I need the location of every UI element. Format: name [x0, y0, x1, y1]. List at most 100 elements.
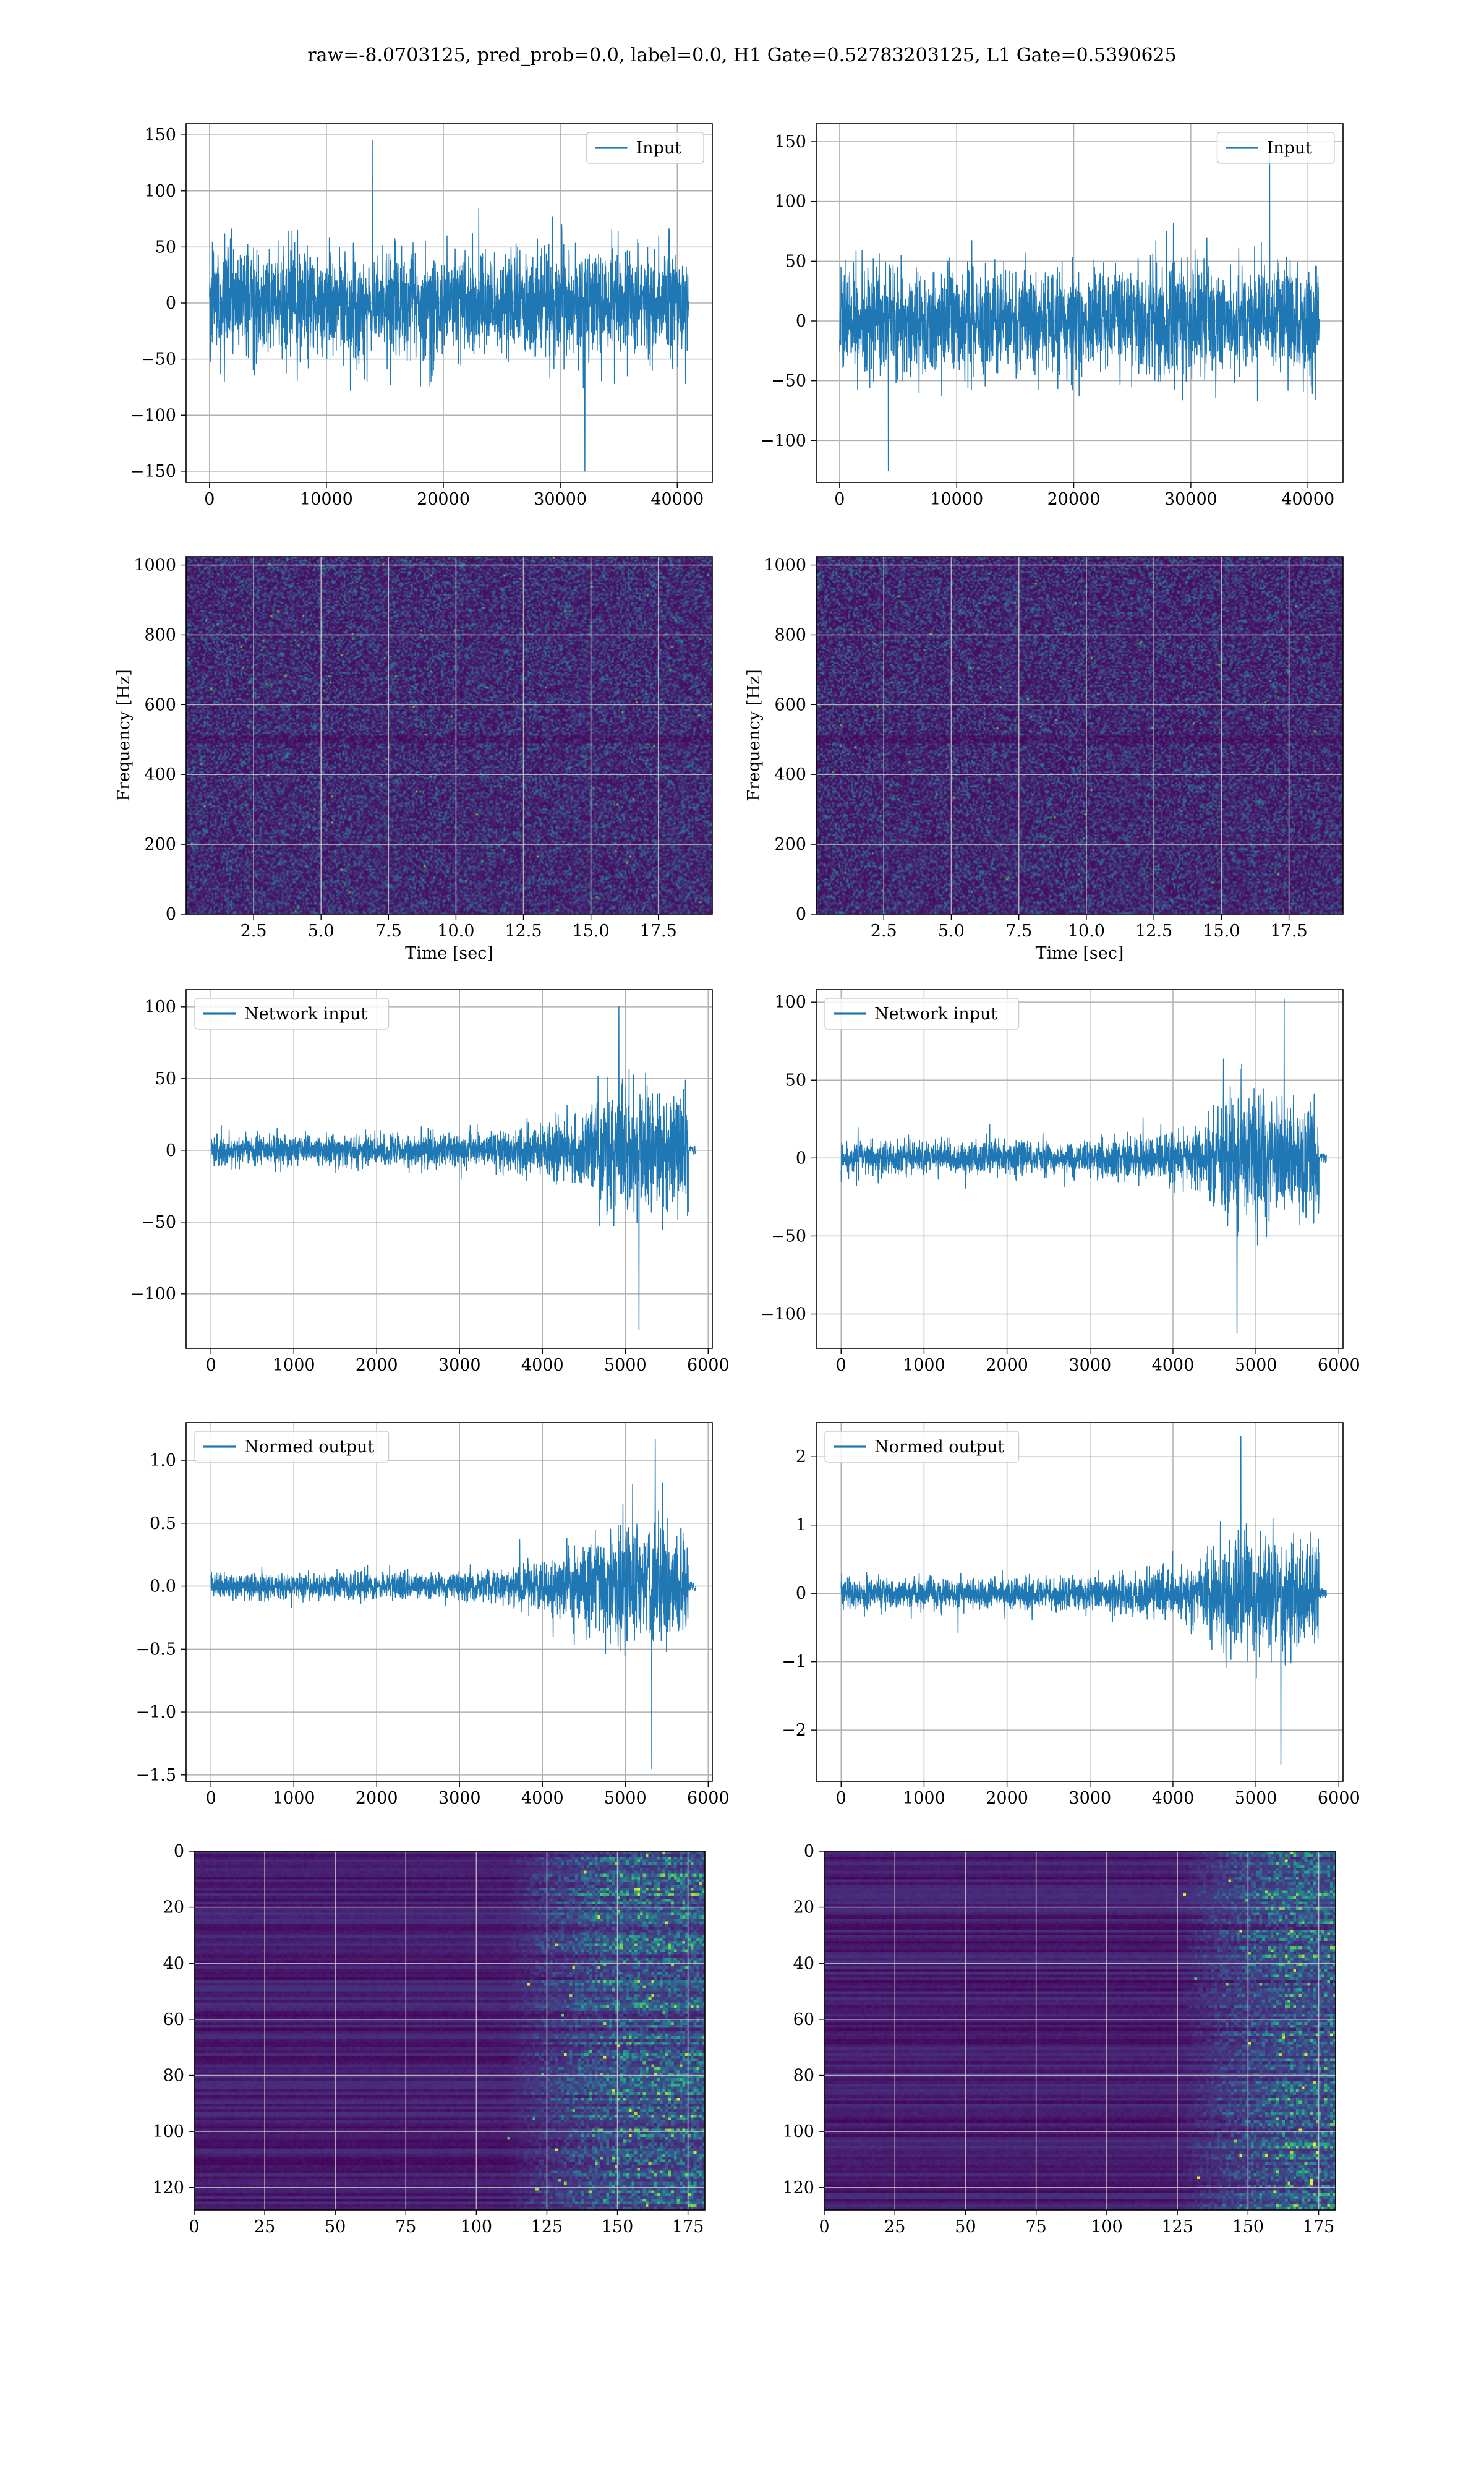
- x-tick-label: 3000: [1068, 1356, 1111, 1375]
- y-tick-label: −100: [130, 406, 176, 425]
- y-tick-label: −50: [141, 1213, 176, 1232]
- y-tick-label: 600: [144, 695, 176, 714]
- y-tick-label: −100: [761, 431, 806, 450]
- y-tick-label: 2: [796, 1447, 806, 1466]
- x-tick-label: 2000: [986, 1789, 1028, 1808]
- y-tick-label: 1.0: [150, 1451, 176, 1470]
- legend: Network input: [824, 998, 1020, 1030]
- x-tick-label: 3000: [438, 1356, 481, 1375]
- x-tick-label: 5.0: [938, 922, 965, 941]
- chart-feature-map-h1: 0 25 50 75 100 125 150 175 0 20 40 60 80 100 120: [152, 1842, 706, 2236]
- y-tick-label: −50: [771, 372, 806, 391]
- axis-ticks: 0 1000 2000 3000 4000 5000 6000 −100 −50 0 50 100: [761, 993, 1360, 1375]
- x-tick-label: 12.5: [1135, 922, 1172, 941]
- y-tick-label: 120: [782, 2178, 814, 2198]
- axis-ticks: 0 10000 20000 30000 40000 −100 −50 0 50 100 150: [761, 132, 1334, 509]
- x-tick-label: 0: [189, 2217, 199, 2236]
- x-tick-label: 100: [1091, 2217, 1123, 2236]
- x-tick-label: 6000: [1318, 1356, 1360, 1375]
- x-tick-label: 1000: [273, 1789, 315, 1808]
- legend: Network input: [194, 998, 390, 1030]
- x-tick-label: 25: [884, 2217, 905, 2236]
- y-tick-label: −1.0: [135, 1703, 176, 1722]
- axis-ticks: 0 25 50 75 100 125 150 175 0 20 40 60 80 100 120: [782, 1842, 1334, 2236]
- x-tick-label: 150: [1232, 2217, 1264, 2236]
- x-tick-label: 150: [602, 2217, 634, 2236]
- y-axis-label: Frequency [Hz]: [114, 669, 134, 801]
- y-tick-label: 0: [804, 1842, 814, 1861]
- legend-box: [824, 998, 1020, 1030]
- legend-label: Network input: [244, 1004, 367, 1024]
- y-tick-label: −50: [141, 350, 176, 369]
- axes-frame: [186, 1422, 713, 1782]
- y-tick-label: 1000: [764, 556, 806, 575]
- x-tick-label: 20000: [1047, 490, 1101, 509]
- x-tick-label: 7.5: [375, 922, 402, 941]
- heatmap-image-spectrogram-l1: [816, 557, 1343, 914]
- x-axis-label: Time [sec]: [1036, 944, 1124, 963]
- y-tick-label: 0.0: [150, 1577, 176, 1596]
- x-tick-label: 50: [955, 2217, 976, 2236]
- legend-label: Input: [636, 139, 682, 158]
- chart-network-input-l1: 0 1000 2000 3000 4000 5000 6000 −100 −50 0 50 100 Ne…: [761, 989, 1360, 1375]
- series-line-input-h1: [209, 140, 689, 472]
- axes-frame: [186, 989, 713, 1349]
- x-tick-label: 2.5: [241, 922, 267, 941]
- x-tick-label: 40000: [650, 490, 704, 509]
- y-tick-label: 800: [144, 625, 176, 644]
- y-tick-label: 100: [782, 2122, 814, 2141]
- x-tick-label: 17.5: [640, 922, 677, 941]
- y-tick-label: 1: [796, 1516, 806, 1535]
- y-tick-label: 0.5: [150, 1514, 176, 1533]
- y-tick-label: 400: [144, 765, 176, 784]
- x-tick-label: 15.0: [573, 922, 610, 941]
- series-line-normed-output-l1: [840, 1436, 1327, 1765]
- y-tick-label: 0: [166, 294, 176, 313]
- y-tick-label: 0: [166, 905, 176, 924]
- x-tick-label: 3000: [1068, 1789, 1111, 1808]
- x-tick-label: 5000: [604, 1789, 647, 1808]
- chart-input-l1: 0 10000 20000 30000 40000 −100 −50 0 50 100 150 Inp…: [761, 123, 1344, 509]
- axis-ticks: 0 1000 2000 3000 4000 5000 6000 −100 −50 0 50 100: [130, 998, 730, 1375]
- x-tick-label: 1000: [903, 1789, 945, 1808]
- legend-label: Input: [1267, 139, 1313, 158]
- y-tick-label: 150: [774, 132, 806, 152]
- y-tick-label: 60: [793, 2010, 814, 2029]
- heatmap-image-feature-map-h1: [194, 1851, 705, 2210]
- x-tick-label: 5000: [1235, 1356, 1277, 1375]
- y-tick-label: −100: [761, 1305, 806, 1324]
- chart-network-input-h1: 0 1000 2000 3000 4000 5000 6000 −100 −50 0 50 100 Ne…: [130, 989, 730, 1375]
- x-tick-label: 0: [819, 2217, 829, 2236]
- x-tick-label: 5000: [604, 1356, 647, 1375]
- y-tick-label: 50: [155, 238, 176, 257]
- x-tick-label: 2000: [986, 1356, 1028, 1375]
- x-tick-label: 2000: [356, 1356, 398, 1375]
- y-tick-label: 100: [774, 993, 806, 1012]
- x-tick-label: 125: [531, 2217, 563, 2236]
- y-tick-label: 100: [774, 192, 806, 212]
- x-tick-label: 2000: [356, 1789, 398, 1808]
- x-tick-label: 10000: [300, 490, 353, 509]
- axis-ticks: 2.5 5.0 7.5 10.0 12.5 15.0 17.5 0 200 400 600 800 10…: [134, 556, 676, 941]
- chart-normed-output-h1: 0 1000 2000 3000 4000 5000 6000 −1.5 −1.0 −0.5 0.0…: [135, 1422, 730, 1808]
- x-tick-label: 0: [834, 490, 845, 509]
- x-tick-label: 1000: [273, 1356, 315, 1375]
- chart-feature-map-l1: 0 25 50 75 100 125 150 175 0 20 40 60 80 100 120: [782, 1842, 1336, 2236]
- y-tick-label: −2: [782, 1721, 806, 1740]
- axis-ticks: 0 10000 20000 30000 40000 −150 −100 −50 0 50 100 15…: [130, 126, 704, 509]
- x-tick-label: 50: [325, 2217, 346, 2236]
- y-tick-label: 150: [144, 126, 176, 145]
- series-line-network-input-l1: [840, 998, 1327, 1333]
- legend: Normed output: [824, 1431, 1020, 1463]
- y-tick-label: 50: [155, 1069, 176, 1089]
- x-tick-label: 2.5: [871, 922, 897, 941]
- x-tick-label: 30000: [534, 490, 587, 509]
- x-tick-label: 0: [836, 1356, 846, 1375]
- series-line-input-l1: [839, 141, 1320, 471]
- series-line-network-input-h1: [210, 1006, 696, 1330]
- heatmap-image-feature-map-l1: [824, 1851, 1336, 2210]
- x-tick-label: 125: [1161, 2217, 1193, 2236]
- x-tick-label: 4000: [1152, 1789, 1195, 1808]
- x-tick-label: 0: [836, 1789, 846, 1808]
- y-tick-label: 200: [144, 835, 176, 854]
